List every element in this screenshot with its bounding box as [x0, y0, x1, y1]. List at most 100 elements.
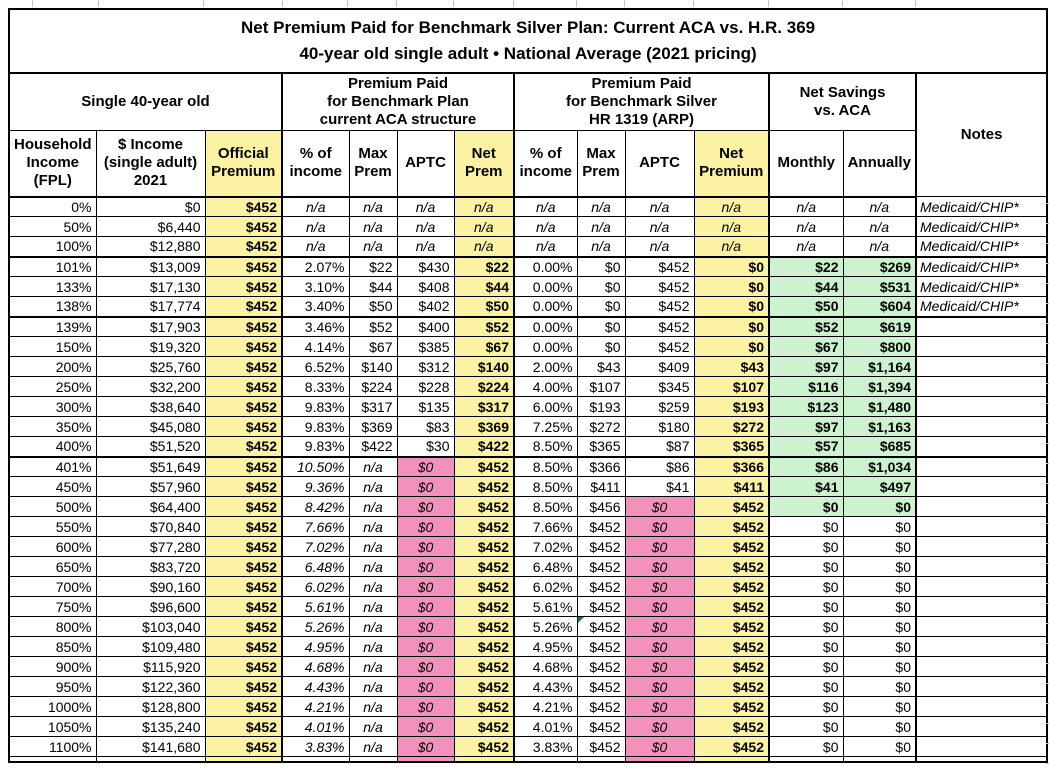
- cell-annually[interactable]: $619: [842, 316, 917, 337]
- cell-fpl[interactable]: 150%: [8, 336, 97, 357]
- cell-monthly[interactable]: $86: [768, 456, 844, 477]
- cell-aca_aptc[interactable]: $0: [396, 536, 455, 557]
- cell-aca_net[interactable]: $67: [453, 336, 515, 357]
- cell-annually[interactable]: $0: [842, 576, 917, 597]
- cell-arp_max[interactable]: $365: [576, 436, 626, 458]
- cell-aca_net[interactable]: $452: [453, 696, 515, 717]
- cell-aca_pct[interactable]: n/a: [281, 236, 350, 258]
- cell-arp_pct[interactable]: 2.00%: [513, 356, 578, 377]
- cell-notes[interactable]: [914, 596, 1048, 617]
- cell-income[interactable]: $135,240: [95, 716, 206, 737]
- cell-arp_pct[interactable]: 5.61%: [513, 596, 578, 617]
- cell-arp_net[interactable]: $452: [693, 736, 770, 757]
- cell-fpl[interactable]: 450%: [8, 476, 97, 497]
- column-header-arp_net[interactable]: Net Premium: [693, 130, 770, 198]
- cell-income[interactable]: $57,960: [95, 476, 206, 497]
- cell-notes[interactable]: [914, 556, 1048, 577]
- cell-arp_pct[interactable]: 8.50%: [513, 456, 578, 477]
- cell-official[interactable]: $452: [204, 336, 283, 357]
- cell-arp_max[interactable]: $0: [576, 256, 626, 277]
- cell-arp_aptc[interactable]: $0: [624, 716, 695, 737]
- cell-aca_pct[interactable]: [281, 756, 350, 762]
- cell-annually[interactable]: [842, 756, 917, 762]
- cell-aca_net[interactable]: $140: [453, 356, 515, 377]
- cell-notes[interactable]: [914, 576, 1048, 597]
- cell-arp_aptc[interactable]: $0: [624, 656, 695, 677]
- cell-aca_max[interactable]: n/a: [348, 676, 398, 697]
- cell-aca_pct[interactable]: 8.33%: [281, 376, 350, 397]
- cell-aca_aptc[interactable]: $0: [396, 596, 455, 617]
- cell-fpl[interactable]: 0%: [8, 196, 97, 217]
- cell-aca_aptc[interactable]: $385: [396, 336, 455, 357]
- notes-header[interactable]: Notes: [914, 72, 1048, 197]
- cell-aca_pct[interactable]: 3.46%: [281, 316, 350, 337]
- cell-aca_aptc[interactable]: $430: [396, 256, 455, 277]
- cell-monthly[interactable]: $0: [768, 556, 844, 577]
- cell-fpl[interactable]: 100%: [8, 236, 97, 258]
- cell-notes[interactable]: [914, 536, 1048, 557]
- cell-arp_aptc[interactable]: $0: [624, 496, 695, 517]
- cell-aca_max[interactable]: n/a: [348, 576, 398, 597]
- cell-arp_net[interactable]: $0: [693, 276, 770, 297]
- cell-annually[interactable]: $0: [842, 556, 917, 577]
- cell-arp_net[interactable]: $452: [693, 496, 770, 517]
- cell-arp_net[interactable]: n/a: [693, 216, 770, 237]
- cell-arp_net[interactable]: $452: [693, 656, 770, 677]
- cell-aca_net[interactable]: $452: [453, 656, 515, 677]
- cell-aca_net[interactable]: $22: [453, 256, 515, 277]
- cell-monthly[interactable]: $22: [768, 256, 844, 277]
- cell-aca_pct[interactable]: 6.52%: [281, 356, 350, 377]
- cell-notes[interactable]: [914, 656, 1048, 677]
- cell-monthly[interactable]: $97: [768, 356, 844, 377]
- cell-arp_net[interactable]: $0: [693, 316, 770, 337]
- column-header-aca_net[interactable]: Net Prem: [453, 130, 515, 198]
- cell-annually[interactable]: $0: [842, 596, 917, 617]
- cell-arp_pct[interactable]: 8.50%: [513, 496, 578, 517]
- cell-aca_max[interactable]: n/a: [348, 236, 398, 258]
- cell-aca_aptc[interactable]: $400: [396, 316, 455, 337]
- cell-monthly[interactable]: $44: [768, 276, 844, 297]
- cell-aca_net[interactable]: $52: [453, 316, 515, 337]
- cell-arp_aptc[interactable]: $0: [624, 636, 695, 657]
- cell-aca_net[interactable]: $224: [453, 376, 515, 397]
- cell-aca_pct[interactable]: 4.68%: [281, 656, 350, 677]
- cell-official[interactable]: $452: [204, 456, 283, 477]
- cell-fpl[interactable]: 550%: [8, 516, 97, 537]
- cell-annually[interactable]: n/a: [842, 216, 917, 237]
- cell-aca_aptc[interactable]: $0: [396, 476, 455, 497]
- cell-arp_aptc[interactable]: $452: [624, 336, 695, 357]
- cell-aca_aptc[interactable]: $312: [396, 356, 455, 377]
- column-header-annually[interactable]: Annually: [842, 130, 917, 198]
- cell-aca_aptc[interactable]: n/a: [396, 196, 455, 217]
- cell-aca_max[interactable]: $67: [348, 336, 398, 357]
- cell-notes[interactable]: [914, 636, 1048, 657]
- cell-official[interactable]: $452: [204, 376, 283, 397]
- cell-aca_net[interactable]: $452: [453, 716, 515, 737]
- cell-annually[interactable]: $0: [842, 536, 917, 557]
- cell-arp_max[interactable]: n/a: [576, 196, 626, 217]
- cell-arp_pct[interactable]: 6.00%: [513, 396, 578, 417]
- cell-annually[interactable]: $269: [842, 256, 917, 277]
- cell-arp_pct[interactable]: 4.01%: [513, 716, 578, 737]
- cell-arp_aptc[interactable]: $259: [624, 396, 695, 417]
- cell-arp_pct[interactable]: 0.00%: [513, 336, 578, 357]
- cell-arp_pct[interactable]: 4.43%: [513, 676, 578, 697]
- cell-arp_net[interactable]: $452: [693, 676, 770, 697]
- cell-aca_aptc[interactable]: n/a: [396, 236, 455, 258]
- cell-arp_aptc[interactable]: $180: [624, 416, 695, 437]
- cell-notes[interactable]: [914, 676, 1048, 697]
- cell-income[interactable]: $77,280: [95, 536, 206, 557]
- cell-aca_net[interactable]: n/a: [453, 196, 515, 217]
- cell-aca_pct[interactable]: n/a: [281, 196, 350, 217]
- cell-fpl[interactable]: 101%: [8, 256, 97, 277]
- cell-arp_aptc[interactable]: n/a: [624, 196, 695, 217]
- cell-arp_aptc[interactable]: $0: [624, 536, 695, 557]
- cell-arp_max[interactable]: $452: [576, 556, 626, 577]
- cell-aca_aptc[interactable]: $0: [396, 496, 455, 517]
- cell-income[interactable]: $128,800: [95, 696, 206, 717]
- cell-aca_net[interactable]: n/a: [453, 236, 515, 258]
- cell-arp_pct[interactable]: 0.00%: [513, 276, 578, 297]
- cell-arp_max[interactable]: $452: [576, 616, 626, 637]
- cell-aca_max[interactable]: $224: [348, 376, 398, 397]
- cell-official[interactable]: $452: [204, 536, 283, 557]
